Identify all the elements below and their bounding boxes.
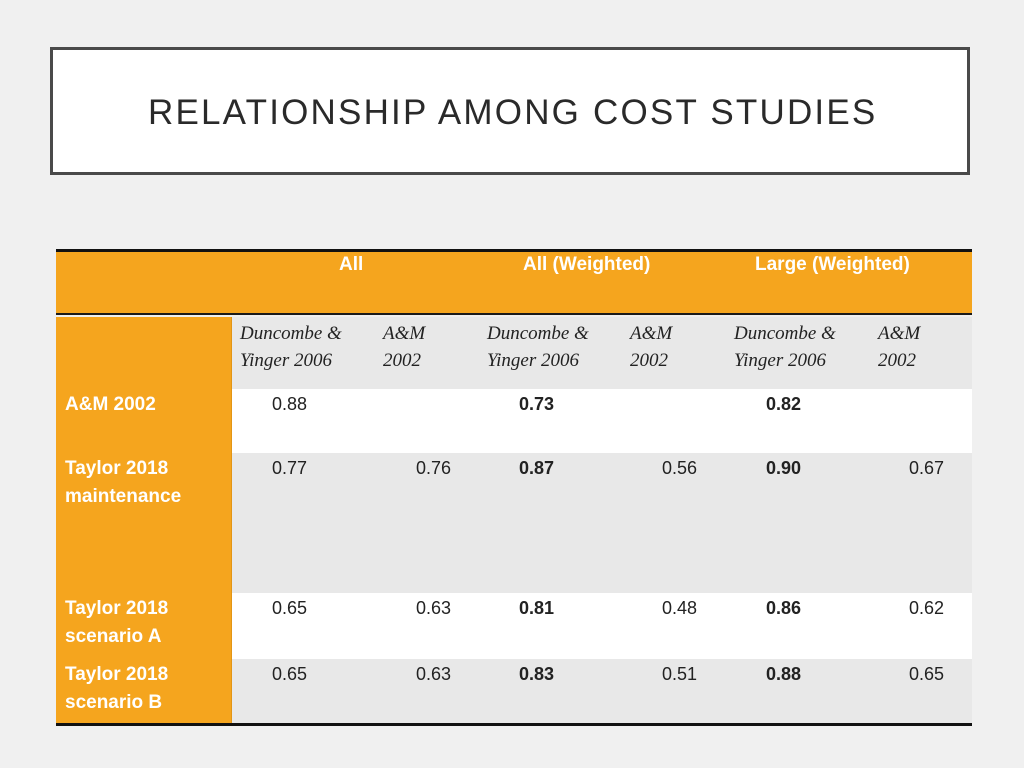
table-cell: 0.62 <box>909 598 945 618</box>
table-cell: 0.87 <box>519 458 555 478</box>
table-cell: 0.65 <box>909 664 945 684</box>
subheader-duncombe-yinger-large: Duncombe & Yinger 2006 <box>734 323 836 371</box>
table-cell: 0.86 <box>766 598 802 618</box>
subheader-am-weighted: A&M 2002 <box>630 323 673 371</box>
table-row: Taylor 2018 scenario B 0.65 0.63 0.83 0.… <box>56 659 972 723</box>
table-cell: 0.65 <box>272 598 308 618</box>
table-row: Taylor 2018 scenario A 0.65 0.63 0.81 0.… <box>56 593 972 659</box>
row-header-cell: Taylor 2018 scenario A <box>56 593 232 659</box>
table-cell: 0.88 <box>766 664 802 684</box>
table-cell: 0.63 <box>416 598 452 618</box>
table-row: A&M 2002 0.88 0.73 0.82 <box>56 389 972 453</box>
table-cell: 0.63 <box>416 664 452 684</box>
cost-studies-table: All All (Weighted) Large (Weighted) Dunc… <box>56 249 972 726</box>
table-cell: 0.90 <box>766 458 802 478</box>
table-cell: 0.77 <box>272 458 308 478</box>
row-label: Taylor 2018 scenario A <box>65 598 169 647</box>
row-label: Taylor 2018 scenario B <box>65 664 169 713</box>
subheader-duncombe-yinger-all: Duncombe & Yinger 2006 <box>240 323 342 371</box>
table-row: Taylor 2018 maintenance 0.77 0.76 0.87 0… <box>56 453 972 593</box>
table-cell: 0.82 <box>766 394 802 414</box>
table-group-header: All All (Weighted) Large (Weighted) <box>56 252 972 315</box>
table-cell: 0.48 <box>662 598 698 618</box>
row-header-cell: A&M 2002 <box>56 389 232 453</box>
table-subheader-row: Duncombe & Yinger 2006 A&M 2002 Duncombe &… <box>56 317 972 389</box>
table-cell: 0.51 <box>662 664 698 684</box>
row-header-cell: Taylor 2018 maintenance <box>56 453 232 593</box>
group-header-large-weighted: Large (Weighted) <box>755 254 910 275</box>
table-cell: 0.65 <box>272 664 308 684</box>
table-cell: 0.73 <box>519 394 555 414</box>
subheader-duncombe-yinger-weighted: Duncombe & Yinger 2006 <box>487 323 589 371</box>
slide-title: RELATIONSHIP AMONG COST STUDIES <box>148 93 878 132</box>
table-cell: 0.81 <box>519 598 555 618</box>
subheader-am-all: A&M 2002 <box>383 323 426 371</box>
group-header-all: All <box>339 254 364 275</box>
table-cell: 0.67 <box>909 458 945 478</box>
row-label: A&M 2002 <box>65 394 156 415</box>
subheader-am-large: A&M 2002 <box>878 323 921 371</box>
table-cell: 0.56 <box>662 458 698 478</box>
table-cell: 0.88 <box>272 394 308 414</box>
table-cell: 0.76 <box>416 458 452 478</box>
subheader-corner-cell <box>56 317 232 389</box>
title-box: RELATIONSHIP AMONG COST STUDIES <box>50 47 970 175</box>
group-header-all-weighted: All (Weighted) <box>523 254 651 275</box>
row-header-cell: Taylor 2018 scenario B <box>56 659 232 723</box>
row-label: Taylor 2018 maintenance <box>65 458 182 507</box>
table-cell: 0.83 <box>519 664 555 684</box>
